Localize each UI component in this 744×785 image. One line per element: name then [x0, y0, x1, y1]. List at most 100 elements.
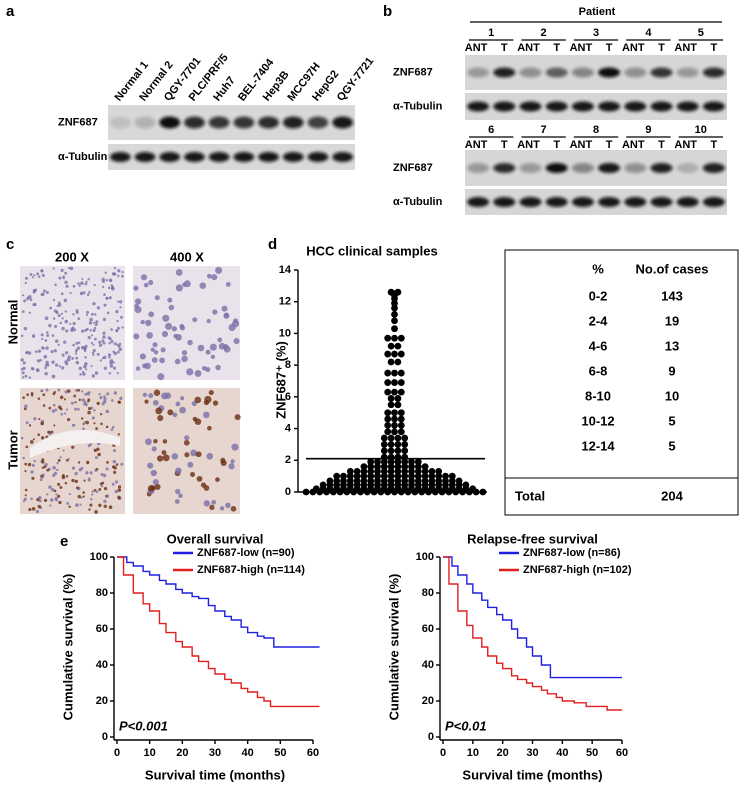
- data-point: [391, 415, 398, 423]
- nucleus: [118, 300, 123, 304]
- nucleus: [24, 494, 27, 497]
- nucleus: [72, 313, 75, 316]
- nucleus: [64, 310, 68, 313]
- row-label: Tumor: [5, 430, 20, 469]
- nucleus: [105, 409, 110, 414]
- nucleus: [107, 286, 111, 290]
- nucleus: [61, 353, 65, 357]
- nucleus: [39, 478, 43, 482]
- data-point: [391, 317, 398, 325]
- nucleus: [108, 296, 112, 300]
- data-point: [384, 350, 392, 358]
- data-point: [387, 434, 395, 442]
- nucleus: [23, 326, 28, 331]
- band: [109, 152, 131, 162]
- nucleus: [203, 411, 210, 419]
- legend-label: ZNF687-high (n=114): [197, 564, 305, 576]
- data-point: [421, 467, 429, 475]
- nucleus: [60, 366, 65, 370]
- nucleus: [118, 342, 122, 346]
- nucleus: [102, 317, 107, 322]
- nucleus: [101, 285, 105, 288]
- data-point: [312, 485, 320, 493]
- lane-label: T: [501, 42, 508, 54]
- nucleus: [36, 497, 40, 502]
- nucleus: [91, 416, 95, 420]
- nucleus: [105, 494, 110, 498]
- nucleus: [44, 371, 48, 376]
- nucleus: [230, 505, 237, 512]
- nucleus: [111, 399, 114, 402]
- data-point: [387, 395, 395, 402]
- nucleus: [173, 333, 178, 339]
- annotation: P<0.01: [445, 718, 487, 733]
- ihc-image: [20, 388, 125, 514]
- nucleus: [83, 420, 87, 424]
- nucleus: [200, 482, 207, 488]
- band: [650, 197, 673, 207]
- data-point: [448, 472, 456, 480]
- nucleus: [31, 476, 35, 480]
- nucleus: [35, 509, 40, 514]
- lane-label: T: [553, 139, 560, 151]
- nucleus: [56, 304, 59, 308]
- nucleus: [113, 470, 117, 474]
- ihc-image: [133, 266, 240, 381]
- lane-label: T: [606, 42, 613, 54]
- nucleus: [50, 430, 54, 434]
- nucleus: [88, 391, 91, 394]
- nucleus: [30, 470, 34, 474]
- data-point: [414, 467, 422, 475]
- nucleus: [69, 266, 74, 271]
- patient-number: 6: [488, 124, 494, 136]
- nucleus: [54, 324, 58, 329]
- nucleus: [38, 499, 42, 503]
- data-point: [387, 342, 395, 350]
- nucleus: [33, 274, 36, 277]
- nucleus: [54, 283, 57, 287]
- band: [650, 67, 673, 78]
- nucleus: [209, 343, 217, 351]
- panel-label: e: [60, 533, 68, 550]
- nucleus: [86, 293, 90, 297]
- nucleus: [153, 389, 161, 396]
- lane-label: T: [658, 139, 665, 151]
- nucleus: [112, 366, 117, 370]
- y-tick-label: 0: [428, 731, 434, 743]
- nucleus: [140, 274, 148, 281]
- nucleus: [113, 466, 117, 470]
- nucleus: [103, 366, 107, 370]
- nucleus: [83, 364, 87, 369]
- table-total: 204: [661, 488, 683, 503]
- column-label: 200 X: [55, 249, 89, 264]
- nucleus: [98, 392, 101, 396]
- nucleus: [118, 347, 123, 352]
- data-point: [391, 422, 398, 429]
- nucleus: [212, 400, 219, 406]
- legend-label: ZNF687-low (n=86): [523, 547, 621, 559]
- nucleus: [75, 360, 80, 365]
- nucleus: [55, 493, 58, 496]
- nucleus: [179, 323, 185, 329]
- nucleus: [90, 497, 93, 501]
- nucleus: [89, 329, 92, 332]
- legend-label: ZNF687-low (n=90): [197, 547, 295, 559]
- lane-label: ANT: [674, 139, 697, 151]
- nucleus: [219, 506, 225, 511]
- row-label: Normal: [5, 300, 20, 345]
- nucleus: [71, 357, 74, 360]
- data-point: [414, 477, 422, 485]
- nucleus: [223, 312, 229, 318]
- nucleus: [93, 409, 96, 412]
- nucleus: [133, 333, 140, 340]
- nucleus: [52, 465, 56, 470]
- band: [571, 101, 594, 112]
- nucleus: [117, 485, 122, 489]
- nucleus: [51, 334, 55, 337]
- nucleus: [28, 424, 32, 427]
- band: [519, 67, 542, 78]
- nucleus: [23, 299, 27, 303]
- nucleus: [95, 467, 99, 471]
- nucleus: [105, 425, 109, 429]
